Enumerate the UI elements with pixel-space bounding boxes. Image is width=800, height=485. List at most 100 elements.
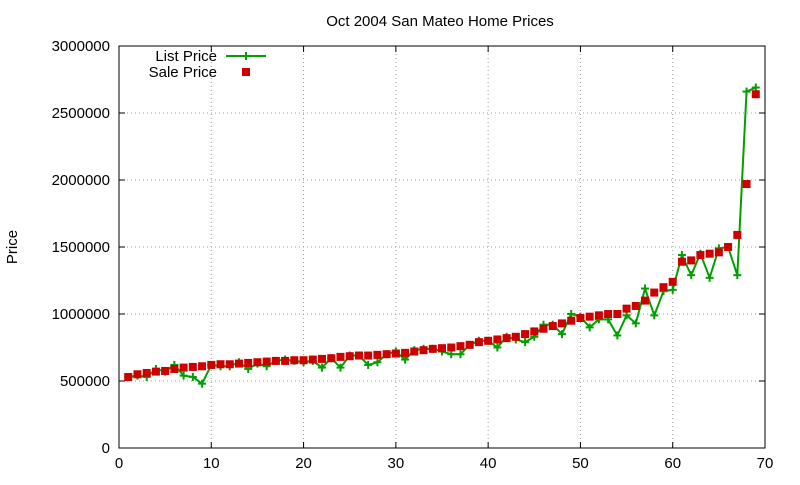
legend-square-marker (242, 68, 250, 76)
sale-price-point (465, 340, 474, 349)
list-price-point (705, 273, 714, 282)
list-price-point (751, 83, 760, 92)
sale-price-point (124, 372, 133, 381)
list-price-point (567, 310, 576, 318)
sale-price-point (253, 358, 262, 367)
sale-price-point (502, 334, 511, 343)
grid (119, 46, 765, 448)
sale-price-point (382, 350, 391, 359)
y-axis-label: Price (4, 230, 21, 264)
sale-price-point (687, 256, 696, 265)
list-price-point (557, 330, 566, 339)
y-tick-label: 1000000 (52, 306, 110, 323)
list-price-point (585, 323, 594, 332)
list-price-point (613, 331, 622, 340)
x-tick-label: 20 (295, 455, 312, 472)
legend-label-list-price: List Price (155, 48, 217, 65)
list-price-point (198, 379, 207, 388)
sale-price-point (373, 350, 382, 359)
x-tick-label: 30 (388, 455, 405, 472)
sale-price-point (133, 370, 142, 379)
sale-price-point (530, 327, 539, 336)
sale-price-point (677, 257, 686, 266)
legend-swatch-list-price (226, 52, 266, 60)
list-price-point (631, 319, 640, 328)
sale-price-point (641, 296, 650, 305)
list-price-point (521, 338, 530, 347)
list-price-point (687, 271, 696, 280)
list-price-point (179, 371, 188, 380)
legend: List Price Sale Price (149, 48, 266, 81)
sale-price-point (631, 301, 640, 310)
sale-price-point (428, 344, 437, 353)
list-price-point (336, 363, 345, 372)
sale-price-point (622, 304, 631, 313)
list-price-point (401, 355, 410, 364)
sale-price-point (391, 349, 400, 358)
sale-price-point (557, 319, 566, 328)
sale-price-point (659, 283, 668, 292)
sale-price-point (493, 335, 502, 344)
sale-price-point (198, 362, 207, 371)
y-tick-label: 500000 (60, 373, 110, 390)
x-tick-label: 50 (572, 455, 589, 472)
sale-price-point (419, 346, 428, 355)
sale-price-point (696, 251, 705, 260)
sale-price-point (604, 310, 613, 318)
list-price-point (364, 360, 373, 369)
sale-price-point (714, 248, 723, 257)
sale-price-point (705, 249, 714, 258)
sale-price-point (364, 351, 373, 360)
axis-ticks: 0 10 20 30 40 50 60 70 0 500000 1000000 1500000 2000… (52, 38, 774, 472)
list-price-point (188, 372, 197, 381)
sale-price-point (733, 230, 742, 239)
sale-price-point (244, 358, 253, 367)
series-layer (124, 83, 760, 388)
list-price-point (650, 311, 659, 320)
list-price-point (373, 358, 382, 367)
sale-price-point (668, 277, 677, 286)
list-price-point (641, 284, 650, 293)
sale-price-point (539, 324, 548, 333)
list-price-point (622, 311, 631, 320)
sale-price-point (225, 360, 234, 369)
list-price-point (733, 271, 742, 280)
list-price-point (447, 350, 456, 359)
sale-price-point (318, 354, 327, 363)
sale-price-point (327, 354, 336, 363)
legend-plus-marker (242, 52, 250, 60)
list-price-point (668, 285, 677, 294)
sale-price-point (511, 332, 520, 341)
sale-price-point (308, 355, 317, 364)
y-tick-label: 0 (102, 440, 110, 457)
list-price-point (742, 87, 751, 96)
y-tick-label: 3000000 (52, 38, 110, 55)
x-tick-label: 60 (664, 455, 681, 472)
sale-price-point (281, 356, 290, 365)
sale-price-point (447, 343, 456, 352)
list-price-point (493, 343, 502, 352)
sale-price-point (234, 359, 243, 368)
list-price-point (318, 363, 327, 372)
y-tick-label: 2500000 (52, 105, 110, 122)
sale-price-point (548, 322, 557, 331)
sale-price-point (401, 348, 410, 357)
sale-price-point (724, 243, 733, 251)
sale-price-point (474, 338, 483, 347)
sale-price-point (290, 356, 299, 365)
sale-price-point (410, 347, 419, 356)
sale-price-point (179, 363, 188, 372)
x-tick-label: 10 (203, 455, 220, 472)
list-price-point (677, 251, 686, 260)
sale-price-point (456, 342, 465, 351)
sale-price-point (345, 352, 354, 361)
x-tick-label: 70 (757, 455, 774, 472)
sale-price-point (151, 367, 160, 376)
sale-price-point (188, 362, 197, 371)
series-sale-price (124, 90, 760, 381)
sale-price-point (594, 311, 603, 320)
legend-swatch-sale-price (242, 68, 250, 76)
sale-price-point (585, 312, 594, 321)
